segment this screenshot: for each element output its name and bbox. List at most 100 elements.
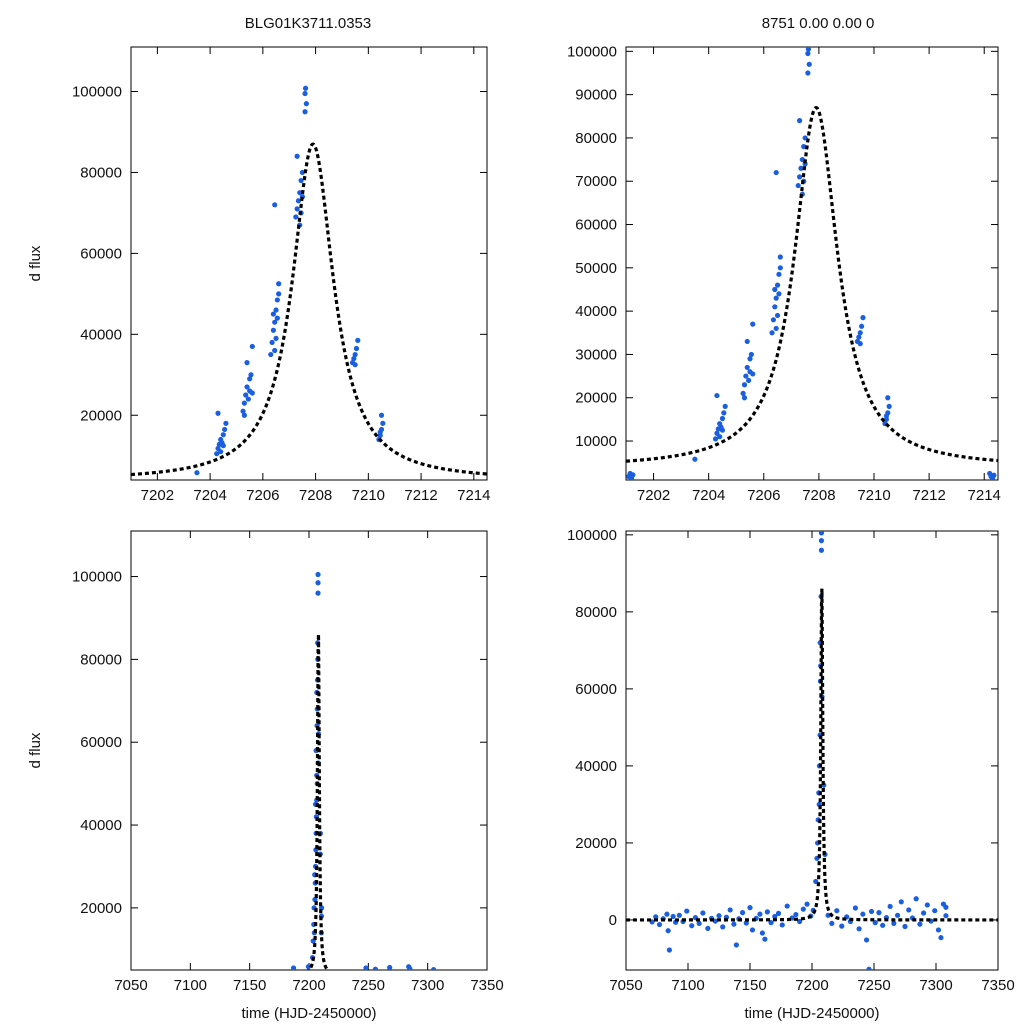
data-point: [886, 403, 892, 409]
y-tick-label: 0: [609, 912, 617, 929]
y-tick-label: 40000: [575, 758, 617, 775]
data-point: [722, 403, 728, 409]
data-point: [714, 430, 720, 436]
data-point: [733, 942, 739, 948]
data-point: [856, 926, 862, 932]
data-point: [727, 907, 733, 913]
data-point: [776, 291, 782, 297]
x-tick-label: 7210: [857, 487, 890, 504]
panel-bottom-left: 7050 7100 7150 7200 7250 7300 7350 20000 40000 60…: [27, 530, 504, 1022]
y-tick-label: 20000: [575, 390, 617, 407]
x-tick-label: 7250: [352, 977, 385, 994]
data-point: [775, 910, 782, 916]
data-point: [913, 896, 919, 902]
data-point: [272, 202, 278, 208]
data-point: [773, 295, 779, 301]
x-tick-label: 7206: [246, 487, 279, 504]
data-point: [272, 319, 278, 325]
data-point: [712, 436, 719, 442]
data-point: [665, 928, 671, 934]
data-point: [741, 395, 748, 401]
data-point: [299, 169, 306, 176]
data-point: [856, 334, 862, 340]
data-point: [769, 330, 775, 336]
data-point: [834, 908, 840, 914]
data-point: [740, 390, 746, 396]
data-point: [806, 61, 812, 67]
y-tick-label: 70000: [575, 173, 617, 190]
data-point: [797, 918, 803, 925]
data-point: [274, 315, 280, 321]
x-tick-label: 7300: [919, 977, 952, 994]
data-point: [276, 291, 282, 297]
data-point: [938, 935, 944, 941]
plot-frame: [625, 46, 999, 481]
y-tick-label: 40000: [575, 303, 617, 320]
data-point: [194, 470, 200, 476]
data-point: [295, 198, 302, 204]
data-point: [772, 913, 778, 920]
data-point: [917, 921, 923, 927]
data-point: [739, 910, 746, 916]
x-tick-label: 7350: [981, 977, 1014, 994]
data-point: [743, 920, 749, 926]
data-point: [272, 347, 278, 354]
x-tick-label: 7100: [174, 977, 207, 994]
x-tick-label: 7212: [912, 487, 945, 504]
data-point: [684, 908, 690, 914]
data-point: [664, 911, 670, 917]
data-point: [245, 396, 251, 402]
data-point: [866, 966, 872, 970]
data-point: [676, 912, 682, 918]
data-point: [804, 901, 810, 907]
data-point: [297, 190, 303, 196]
x-tick-label: 7202: [141, 487, 174, 504]
data-point: [220, 432, 226, 438]
data-point: [247, 376, 253, 382]
data-point: [741, 382, 748, 388]
data-point: [887, 903, 893, 910]
data-point: [784, 903, 790, 909]
data-point: [378, 412, 385, 418]
x-tick-label: 7208: [299, 487, 332, 504]
data-point: [215, 410, 221, 416]
data-point: [772, 286, 778, 293]
data-point: [779, 922, 785, 928]
data-point: [352, 362, 358, 368]
data-point: [218, 449, 224, 455]
y-tick-label: 40000: [80, 326, 122, 343]
data-point: [312, 896, 318, 903]
data-point: [290, 965, 297, 970]
model-curve: [626, 588, 998, 922]
data-point: [798, 165, 804, 171]
data-point: [943, 904, 949, 910]
data-point: [747, 905, 753, 911]
data-point: [223, 420, 229, 426]
data-point: [891, 920, 897, 927]
data-point: [351, 355, 357, 362]
data-point: [759, 930, 766, 936]
data-point: [818, 531, 825, 536]
data-point: [774, 282, 781, 288]
x-tick-label: 7214: [457, 487, 490, 504]
data-points: [626, 47, 997, 480]
data-point: [860, 911, 866, 917]
data-point: [268, 351, 274, 358]
data-point: [721, 410, 727, 416]
data-point: [214, 451, 220, 457]
data-point: [764, 909, 770, 915]
data-point: [294, 206, 300, 212]
data-point: [717, 434, 723, 440]
data-point: [863, 937, 870, 943]
data-point: [696, 920, 702, 927]
data-point: [294, 153, 300, 159]
data-point: [731, 921, 737, 927]
data-point: [276, 281, 282, 287]
data-point: [743, 373, 749, 379]
data-point: [757, 911, 763, 917]
data-point: [244, 360, 250, 366]
data-point: [355, 337, 361, 343]
x-tick-label: 7350: [470, 977, 503, 994]
data-point: [857, 341, 863, 347]
data-points: [290, 571, 437, 970]
